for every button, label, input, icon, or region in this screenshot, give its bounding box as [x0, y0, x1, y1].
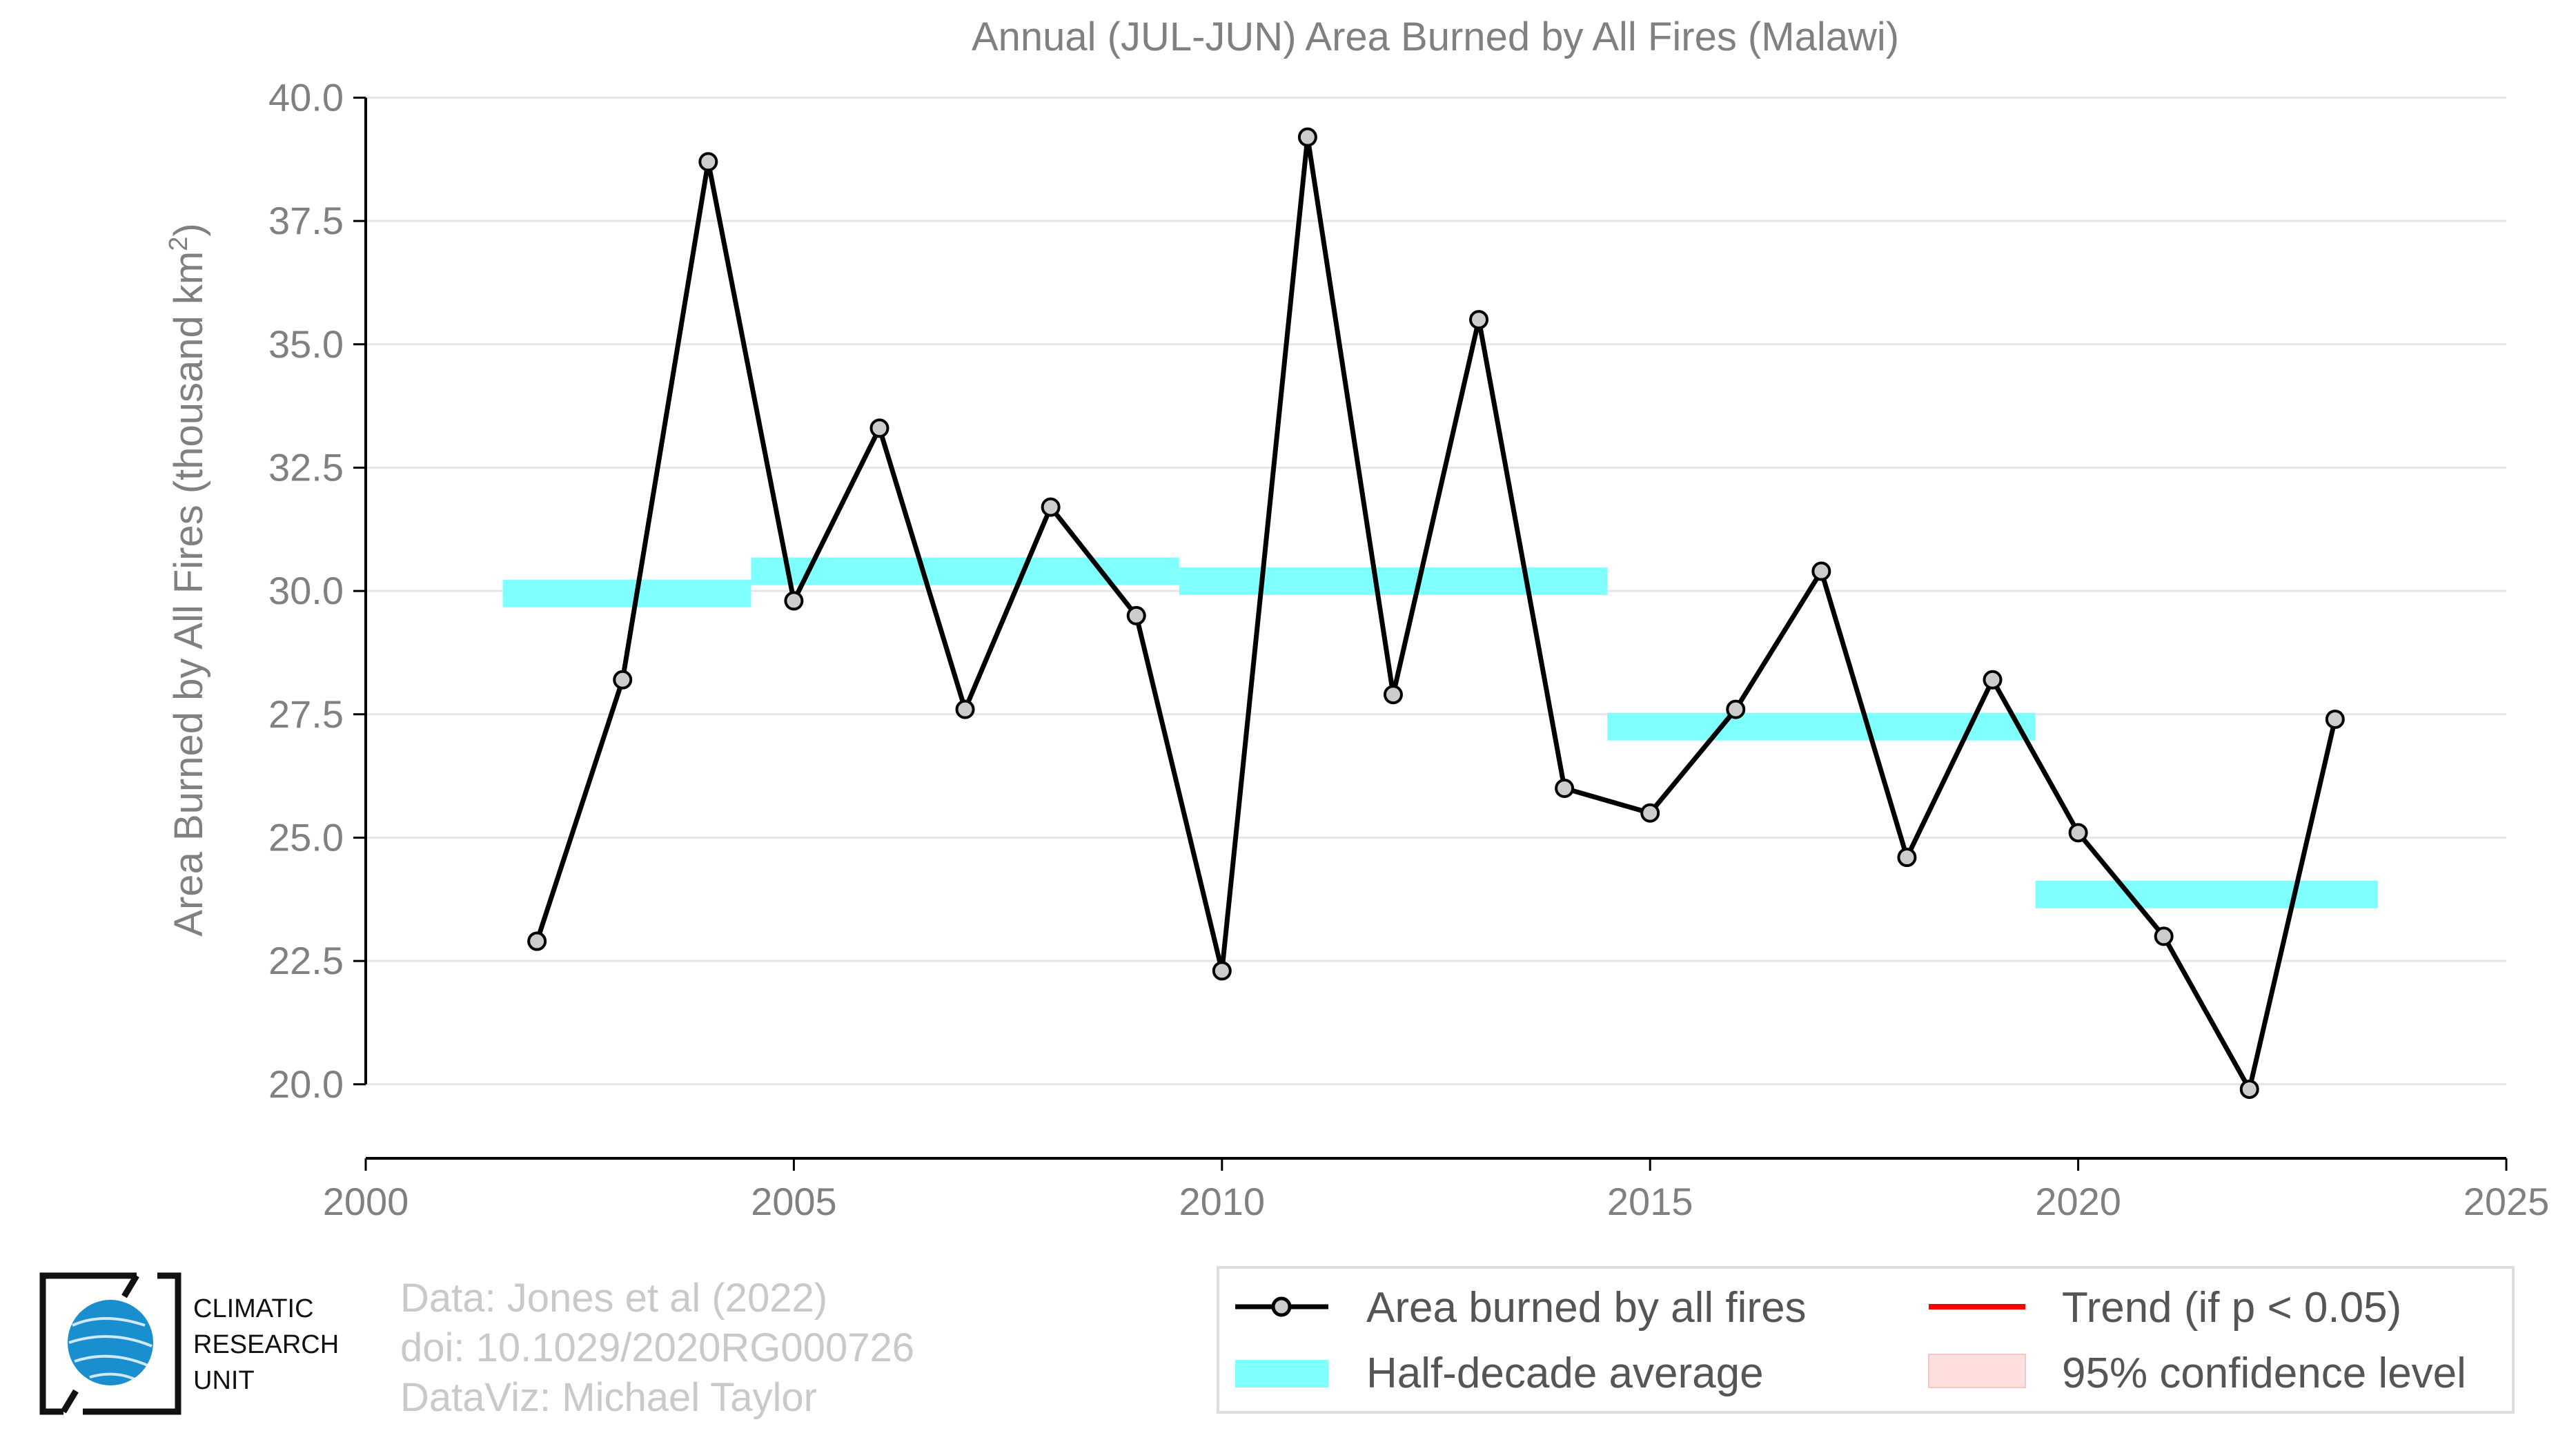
data-point	[1469, 310, 1489, 330]
data-point	[955, 699, 975, 719]
y-axis-label-end: )	[166, 223, 211, 236]
data-point	[1383, 685, 1403, 705]
legend-item-area-burned: Area burned by all fires	[1235, 1284, 1807, 1332]
y-axis-label: Area Burned by All Fires (thousand km2)	[164, 223, 211, 936]
x-tick-label: 2005	[751, 1180, 837, 1223]
x-tick-label: 2000	[323, 1180, 409, 1223]
legend-label-confidence: 95% confidence level	[2062, 1350, 2466, 1397]
half-decade-band	[2035, 880, 2378, 908]
data-point	[1555, 779, 1575, 798]
legend-label-half-decade: Half-decade average	[1366, 1350, 1764, 1397]
legend-frame	[1217, 1266, 2515, 1414]
logo-slash-top	[121, 1274, 139, 1298]
credit-data-source: Data: Jones et al (2022)	[400, 1276, 827, 1321]
legend-confidence-icon	[1928, 1354, 2026, 1388]
logo-frame-right	[83, 1272, 181, 1415]
legend-item-confidence: 95% confidence level	[1928, 1350, 2466, 1397]
credit-doi: doi: 10.1029/2020RG000726	[400, 1325, 914, 1370]
data-point	[2154, 926, 2174, 946]
y-tick-label: 30.0	[268, 569, 344, 612]
legend-label-area-burned: Area burned by all fires	[1366, 1284, 1807, 1332]
series-line	[534, 137, 2338, 1096]
legend-item-trend: Trend (if p < 0.05)	[1929, 1284, 2401, 1332]
y-tick-label: 27.5	[268, 692, 344, 736]
credits: Data: Jones et al (2022) doi: 10.1029/20…	[400, 1276, 914, 1420]
x-axis: 2000 2005 2010 2015 2020 2025	[323, 1157, 2550, 1223]
data-point	[1811, 561, 1831, 581]
y-tick-label: 32.5	[268, 445, 344, 489]
data-point	[2068, 823, 2088, 843]
cru-logo: CLIMATIC RESEARCH UNIT	[39, 1272, 339, 1415]
half-decade-band	[1179, 567, 1608, 595]
data-point	[698, 152, 718, 172]
series-area-burned	[527, 127, 2345, 1099]
data-point	[1897, 848, 1917, 868]
data-point	[1041, 497, 1061, 517]
y-axis: 20.0 22.5 25.0 27.5 30.0 32.5 35.0 37.5 40.0	[268, 75, 367, 1106]
legend-item-half-decade: Half-decade average	[1235, 1350, 1764, 1397]
data-point	[784, 591, 804, 611]
logo-slash-bottom	[61, 1389, 79, 1414]
y-tick-label: 35.0	[268, 322, 344, 366]
legend-label-trend: Trend (if p < 0.05)	[2062, 1284, 2401, 1332]
credit-dataviz: DataViz: Michael Taylor	[400, 1375, 817, 1420]
chart-title: Annual (JUL-JUN) Area Burned by All Fire…	[972, 14, 1899, 59]
legend-band-icon	[1235, 1360, 1328, 1387]
y-axis-label-superscript: 2	[164, 237, 193, 251]
half-decade-band	[502, 579, 751, 607]
y-tick-label: 22.5	[268, 939, 344, 982]
legend: Area burned by all fires Half-decade ave…	[1217, 1266, 2515, 1414]
legend-marker-icon	[1271, 1296, 1292, 1317]
x-tick-label: 2020	[2035, 1180, 2121, 1223]
globe-swirl-icon	[68, 1317, 153, 1381]
x-tick-label: 2015	[1607, 1180, 1693, 1223]
data-point	[1726, 699, 1746, 719]
data-point	[1640, 803, 1660, 823]
y-tick-label: 20.0	[268, 1062, 344, 1106]
y-tick-label: 40.0	[268, 75, 344, 119]
y-tick-label: 25.0	[268, 815, 344, 859]
y-tick-label: 37.5	[268, 199, 344, 242]
logo-text-climatic: CLIMATIC	[193, 1294, 314, 1323]
x-tick-label: 2010	[1179, 1180, 1266, 1223]
data-point	[869, 418, 889, 438]
data-point	[2325, 709, 2345, 729]
data-point	[1983, 670, 2003, 690]
data-point	[1212, 961, 1232, 981]
data-point	[613, 670, 633, 690]
y-axis-label-main: Area Burned by All Fires (thousand km	[166, 251, 211, 937]
data-point	[527, 931, 547, 951]
logo-frame-left	[39, 1272, 137, 1415]
data-point	[1126, 605, 1146, 625]
data-point	[1297, 127, 1317, 147]
x-tick-label: 2025	[2464, 1180, 2550, 1223]
logo-text-research: RESEARCH	[193, 1330, 339, 1359]
logo-text-unit: UNIT	[193, 1366, 255, 1395]
data-point	[2239, 1079, 2259, 1099]
